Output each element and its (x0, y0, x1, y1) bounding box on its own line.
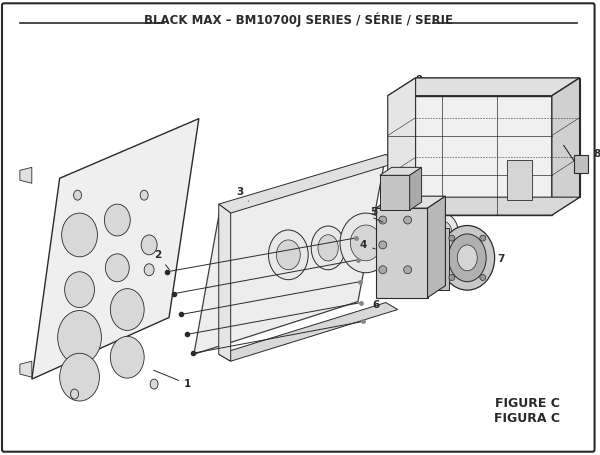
Ellipse shape (268, 230, 308, 280)
Ellipse shape (457, 245, 477, 271)
Ellipse shape (71, 389, 79, 399)
Ellipse shape (150, 379, 158, 389)
Ellipse shape (449, 274, 455, 280)
Polygon shape (32, 119, 199, 379)
Ellipse shape (62, 213, 97, 257)
Ellipse shape (311, 226, 345, 270)
Ellipse shape (140, 190, 148, 200)
Ellipse shape (448, 234, 486, 282)
Ellipse shape (59, 353, 100, 401)
Text: 7: 7 (482, 254, 505, 264)
Polygon shape (219, 303, 398, 361)
Text: 1: 1 (154, 370, 191, 389)
Polygon shape (428, 196, 445, 298)
Text: 8: 8 (583, 149, 600, 163)
Ellipse shape (74, 190, 82, 200)
Ellipse shape (433, 221, 452, 245)
Polygon shape (194, 156, 386, 354)
Polygon shape (380, 175, 410, 210)
Polygon shape (20, 361, 32, 377)
Text: 5: 5 (370, 207, 377, 217)
Ellipse shape (379, 216, 387, 224)
Text: 2: 2 (154, 250, 169, 269)
Ellipse shape (379, 241, 387, 249)
Polygon shape (376, 196, 445, 208)
Ellipse shape (58, 310, 101, 364)
Ellipse shape (480, 274, 486, 280)
Ellipse shape (144, 264, 154, 276)
Text: 6: 6 (373, 297, 386, 309)
Ellipse shape (141, 235, 157, 255)
Bar (507, 160, 532, 200)
Polygon shape (20, 167, 32, 183)
Text: FIGURE C: FIGURE C (494, 398, 559, 410)
Text: 9: 9 (416, 75, 427, 95)
Ellipse shape (106, 254, 129, 282)
Polygon shape (380, 167, 422, 175)
Ellipse shape (440, 226, 494, 290)
Polygon shape (388, 96, 552, 215)
Ellipse shape (404, 266, 412, 274)
Ellipse shape (318, 235, 338, 261)
Text: FIGURA C: FIGURA C (494, 412, 560, 425)
FancyBboxPatch shape (2, 3, 595, 452)
Ellipse shape (350, 225, 382, 261)
Ellipse shape (386, 211, 430, 265)
Ellipse shape (427, 213, 458, 253)
Polygon shape (552, 78, 580, 215)
Ellipse shape (404, 216, 412, 224)
Ellipse shape (395, 222, 421, 254)
Polygon shape (410, 167, 422, 210)
Text: 5: 5 (394, 152, 405, 176)
Text: 4: 4 (360, 240, 375, 250)
Ellipse shape (480, 235, 486, 241)
Ellipse shape (110, 288, 144, 330)
Ellipse shape (340, 213, 392, 273)
Polygon shape (219, 204, 230, 361)
Text: BLACK MAX – BM10700J SERIES / SÉRIE / SERIE: BLACK MAX – BM10700J SERIES / SÉRIE / SE… (144, 13, 453, 27)
Polygon shape (388, 78, 416, 215)
Ellipse shape (379, 266, 387, 274)
Ellipse shape (449, 235, 455, 241)
Polygon shape (388, 197, 580, 215)
Polygon shape (376, 208, 428, 298)
Text: 3: 3 (236, 187, 248, 201)
Ellipse shape (277, 240, 300, 270)
Polygon shape (219, 154, 398, 213)
Bar (574, 156, 587, 173)
Ellipse shape (104, 204, 130, 236)
Polygon shape (388, 78, 580, 96)
Polygon shape (428, 228, 449, 290)
Polygon shape (416, 78, 580, 197)
Ellipse shape (110, 336, 144, 378)
Ellipse shape (65, 272, 94, 308)
